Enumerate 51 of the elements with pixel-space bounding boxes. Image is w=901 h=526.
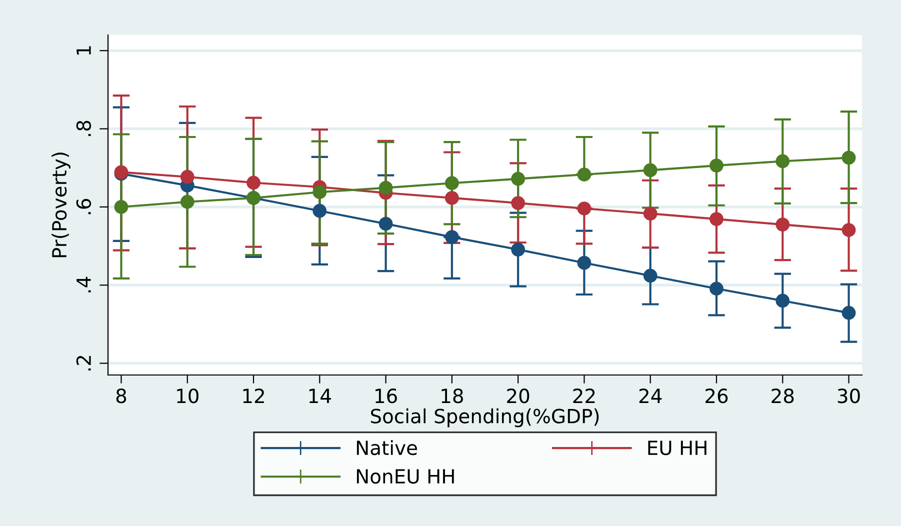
point xyxy=(710,158,724,172)
x-tick-label: 12 xyxy=(243,388,264,403)
legend-label: NonEU HH xyxy=(356,469,454,484)
legend-label: Native xyxy=(356,440,417,456)
point xyxy=(643,163,658,178)
point xyxy=(511,196,526,210)
point xyxy=(246,176,260,190)
point xyxy=(511,242,526,256)
x-tick-label: 28 xyxy=(772,388,794,404)
x-tick-label: 16 xyxy=(376,388,397,404)
y-tick-label: .6 xyxy=(76,198,92,214)
point xyxy=(577,202,592,216)
point xyxy=(710,212,724,226)
point xyxy=(444,230,459,244)
x-tick-label: 8 xyxy=(116,388,126,404)
point xyxy=(577,256,592,270)
y-axis-title: Pr(Poverty) xyxy=(52,152,70,258)
point xyxy=(842,223,856,237)
point xyxy=(842,150,856,165)
x-tick-label: 22 xyxy=(573,388,595,403)
y-tick-label: .8 xyxy=(76,120,92,136)
point xyxy=(444,176,459,190)
y-tick-label: .4 xyxy=(76,276,91,292)
y-tick-label: .2 xyxy=(76,356,91,370)
point xyxy=(643,206,658,221)
x-tick-label: 14 xyxy=(309,388,331,403)
point xyxy=(776,218,790,232)
point xyxy=(378,180,393,195)
point xyxy=(577,168,592,182)
x-tick-label: 20 xyxy=(507,388,530,404)
point xyxy=(114,200,128,214)
x-tick-label: 18 xyxy=(442,388,463,404)
point xyxy=(511,172,526,186)
legend-label: EU HH xyxy=(648,440,706,456)
point xyxy=(378,216,393,231)
point xyxy=(776,294,790,308)
point xyxy=(180,170,194,184)
point xyxy=(710,282,724,296)
x-tick-label: 26 xyxy=(706,388,728,404)
x-tick-label: 24 xyxy=(639,388,662,403)
point xyxy=(444,191,459,205)
point xyxy=(312,204,327,218)
x-tick-label: 10 xyxy=(177,388,198,404)
y-tick-label: 1 xyxy=(76,46,91,55)
point xyxy=(842,306,856,320)
point xyxy=(776,154,790,168)
x-tick-label: 30 xyxy=(838,388,860,404)
point xyxy=(643,268,658,283)
point xyxy=(180,194,194,209)
point xyxy=(312,185,327,200)
x-axis-title: Social Spending(%GDP) xyxy=(370,408,599,428)
